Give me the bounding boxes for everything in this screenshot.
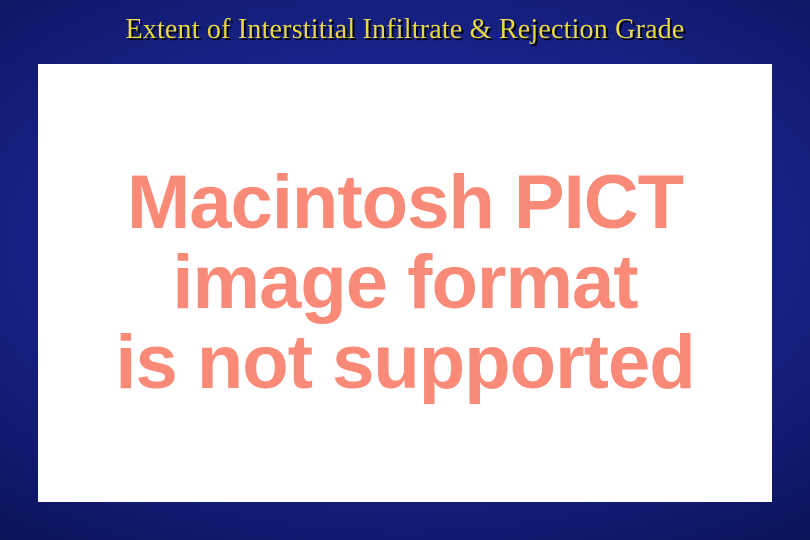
error-line-2: image format <box>172 243 637 323</box>
slide: Extent of Interstitial Infiltrate & Reje… <box>0 0 810 540</box>
slide-title: Extent of Interstitial Infiltrate & Reje… <box>0 14 810 46</box>
error-line-3: is not supported <box>115 323 694 403</box>
content-placeholder: Macintosh PICT image format is not suppo… <box>38 64 772 502</box>
error-line-1: Macintosh PICT <box>127 163 683 243</box>
